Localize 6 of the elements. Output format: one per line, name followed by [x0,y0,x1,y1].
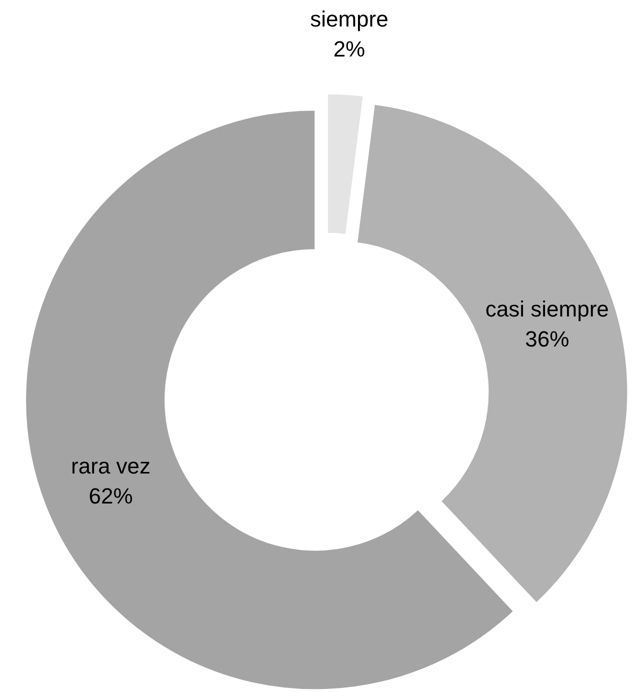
data-label: 36% [525,326,570,352]
data-label: 2% [333,36,366,62]
slice-label: siempre [310,6,388,32]
data-label: 62% [88,483,133,508]
slice-label: casi siempre [485,296,609,322]
slice-label: rara vez [71,453,151,478]
